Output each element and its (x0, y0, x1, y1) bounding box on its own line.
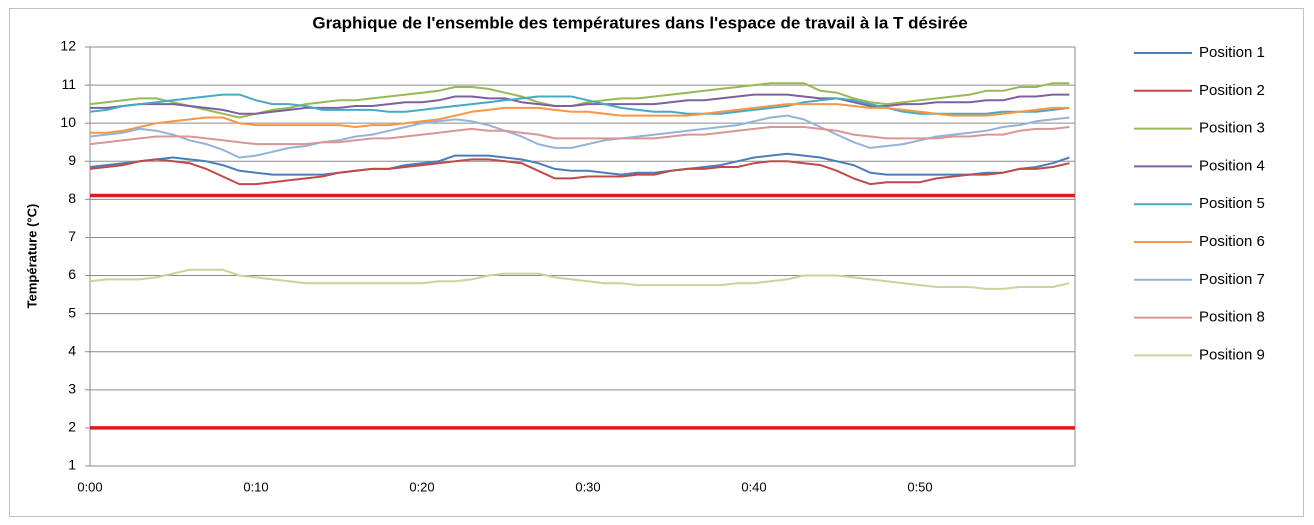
x-tick-label: 0:50 (907, 479, 932, 494)
chart-title: Graphique de l'ensemble des températures… (312, 13, 967, 32)
legend-label: Position 5 (1199, 195, 1265, 212)
y-tick-label: 2 (68, 419, 76, 435)
y-tick-label: 1 (68, 457, 76, 473)
y-axis-label: Température (°C) (24, 204, 39, 309)
y-tick-label: 7 (68, 228, 76, 244)
x-tick-label: 0:10 (243, 479, 268, 494)
series-line (89, 93, 1070, 115)
series-line (89, 126, 1070, 146)
y-tick-label: 3 (68, 381, 76, 397)
series-line (89, 114, 1070, 159)
x-tick-label: 0:30 (575, 479, 600, 494)
legend-label: Position 2 (1199, 82, 1265, 99)
plot-area (89, 46, 1076, 467)
legend-label: Position 3 (1199, 120, 1265, 137)
x-tick-label: 0:00 (77, 479, 102, 494)
legend-label: Position 7 (1199, 271, 1265, 288)
series-line (89, 152, 1070, 176)
legend-label: Position 6 (1199, 233, 1265, 250)
y-tick-label: 6 (68, 266, 76, 282)
series-line (89, 268, 1070, 290)
legend-label: Position 1 (1199, 44, 1265, 61)
x-tick-label: 0:20 (409, 479, 434, 494)
y-tick-label: 8 (68, 190, 76, 206)
series-line (89, 158, 1070, 186)
y-tick-label: 11 (61, 76, 76, 92)
series-line (90, 103, 1070, 134)
legend-label: Position 9 (1199, 346, 1265, 363)
y-tick-label: 4 (68, 342, 76, 358)
y-tick-label: 10 (60, 114, 76, 130)
y-tick-label: 9 (68, 152, 76, 168)
x-tick-label: 0:40 (741, 479, 766, 494)
legend-label: Position 8 (1199, 309, 1265, 326)
series-line (90, 93, 1070, 115)
y-tick-label: 5 (68, 304, 76, 320)
legend-label: Position 4 (1199, 157, 1265, 174)
y-tick-label: 12 (60, 38, 76, 54)
